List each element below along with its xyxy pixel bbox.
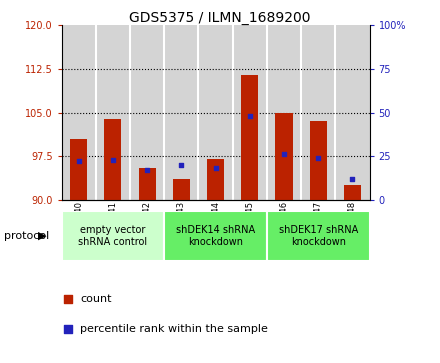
Bar (207, 159, 224, 200)
Point (349, 176, 356, 182)
Bar (344, 185, 361, 200)
Text: ▶: ▶ (37, 231, 46, 241)
Text: percentile rank within the sample: percentile rank within the sample (80, 324, 268, 334)
Bar (335, 25, 370, 200)
Point (281, 151, 288, 157)
Text: shDEK14 shRNA
knockdown: shDEK14 shRNA knockdown (176, 225, 255, 247)
Text: GDS5375 / ILMN_1689200: GDS5375 / ILMN_1689200 (129, 11, 311, 25)
Bar (96, 25, 130, 200)
Bar (62, 25, 96, 200)
Text: shDEK17 shRNA
knockdown: shDEK17 shRNA knockdown (279, 225, 358, 247)
Point (212, 166, 219, 171)
Bar (275, 113, 293, 200)
Bar (310, 121, 327, 200)
Point (64, 326, 71, 332)
Bar (62, 211, 164, 261)
Bar (139, 168, 156, 200)
Bar (164, 211, 267, 261)
Point (178, 162, 185, 168)
Point (315, 155, 322, 161)
Text: empty vector
shRNA control: empty vector shRNA control (78, 225, 147, 247)
Bar (267, 25, 301, 200)
Point (75, 158, 82, 164)
Point (110, 157, 117, 163)
Text: count: count (80, 294, 112, 305)
Bar (173, 179, 190, 200)
Point (143, 167, 150, 173)
Bar (130, 25, 164, 200)
Bar (233, 25, 267, 200)
Point (246, 113, 253, 119)
Point (64, 297, 71, 302)
Bar (241, 75, 258, 200)
Bar (164, 25, 198, 200)
Text: protocol: protocol (4, 231, 50, 241)
Bar (70, 139, 87, 200)
Bar (198, 25, 233, 200)
Bar (301, 25, 335, 200)
Bar (267, 211, 370, 261)
Bar (104, 119, 121, 200)
